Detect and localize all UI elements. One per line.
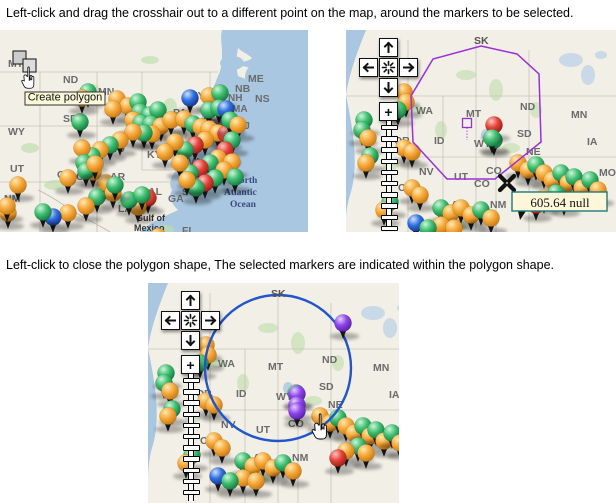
svg-text:FL: FL: [182, 225, 195, 232]
svg-text:MN: MN: [571, 109, 587, 121]
svg-text:IA: IA: [587, 136, 598, 148]
svg-text:NS: NS: [255, 93, 270, 105]
svg-text:ME: ME: [248, 73, 264, 85]
svg-text:SD: SD: [319, 381, 334, 393]
svg-text:MT: MT: [268, 361, 284, 373]
svg-text:IA: IA: [389, 389, 399, 401]
svg-text:UT: UT: [10, 163, 25, 175]
svg-text:UT: UT: [454, 171, 469, 183]
svg-text:UT: UT: [256, 424, 271, 436]
svg-text:ND: ND: [322, 354, 338, 366]
svg-text:SK: SK: [271, 288, 286, 300]
svg-text:MO: MO: [599, 167, 616, 179]
svg-text:Ocean: Ocean: [230, 200, 257, 210]
svg-text:ND: ND: [63, 74, 79, 86]
svg-text:ND: ND: [520, 101, 536, 113]
svg-text:SK: SK: [474, 35, 489, 47]
svg-text:605.64 null: 605.64 null: [530, 195, 590, 210]
svg-text:ID: ID: [434, 135, 445, 147]
svg-text:NM: NM: [490, 199, 507, 211]
svg-text:ID: ID: [236, 388, 247, 400]
svg-text:MN: MN: [373, 362, 389, 374]
svg-text:SD: SD: [517, 128, 532, 140]
svg-text:CO: CO: [474, 178, 490, 190]
svg-text:WY: WY: [8, 126, 25, 138]
svg-text:NM: NM: [292, 452, 309, 464]
svg-text:Create polygon: Create polygon: [28, 92, 103, 104]
